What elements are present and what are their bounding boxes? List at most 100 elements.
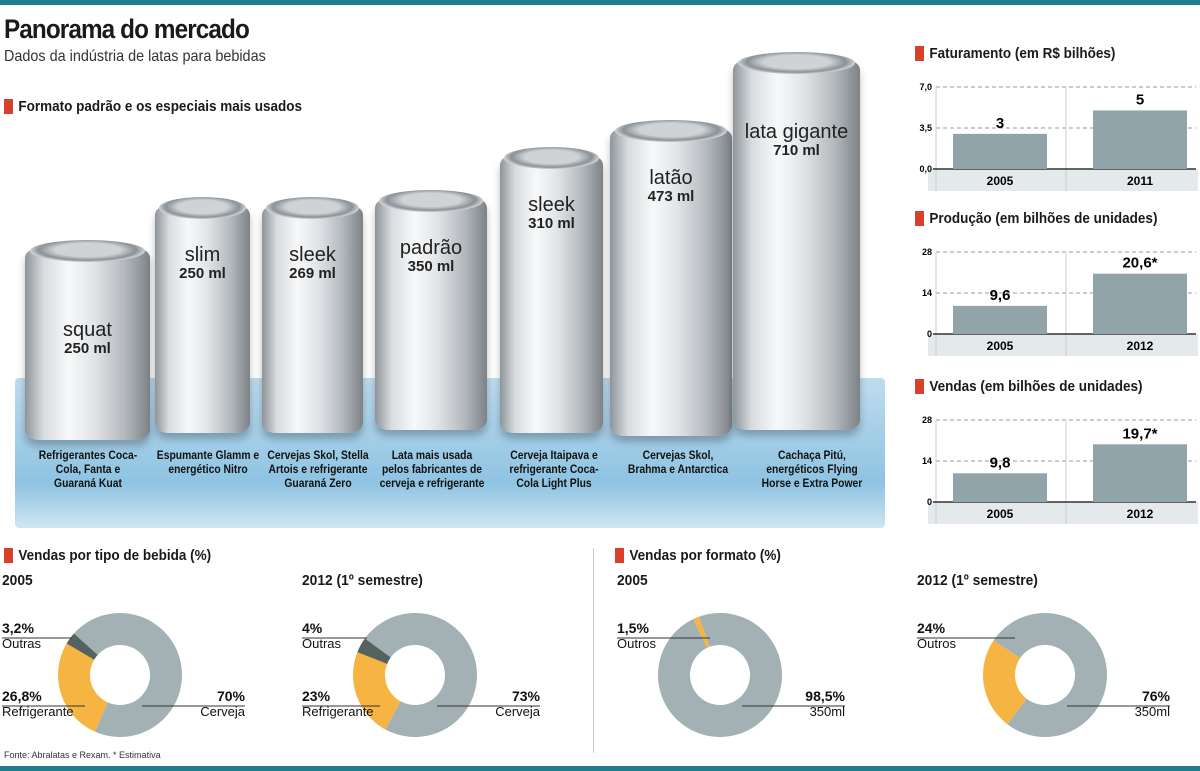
y-tick-label: 14 [922, 456, 932, 466]
can-label: slim 250 ml [155, 245, 250, 282]
bar-chart: 0,0 3,5 7,0 3 2005 5 2011 [919, 82, 1198, 191]
slice-name: Outras [302, 636, 342, 651]
can-volume: 310 ml [528, 215, 575, 232]
source-note: Fonte: Abralatas e Rexam. * Estimativa [4, 750, 161, 760]
slice-value: 26,8% [2, 688, 42, 704]
bottom-bar [0, 766, 1200, 771]
can-volume: 710 ml [773, 142, 820, 159]
bar-chart: 0 14 28 9,6 2005 20,6* 2012 [922, 247, 1198, 356]
can-5: latão 473 ml [610, 120, 732, 436]
x-tick-label: 2011 [1127, 174, 1153, 188]
can-3: padrão 350 ml [375, 190, 487, 430]
can-use-text: Cerveja Itaipava e refrigerante Coca-Col… [509, 450, 599, 490]
y-tick-label: 7,0 [919, 82, 932, 92]
section-marker-icon [915, 379, 924, 394]
bar [1093, 444, 1187, 502]
x-tick-label: 2005 [987, 174, 1014, 188]
slice-value: 98,5% [805, 688, 845, 704]
x-tick-label: 2005 [987, 339, 1014, 353]
slice-value: 23% [302, 688, 331, 704]
can-lid [30, 240, 145, 262]
bar-chart: 0 14 28 9,8 2005 19,7* 2012 [922, 415, 1198, 524]
can-2: sleek 269 ml [262, 197, 363, 433]
can-0: squat 250 ml [25, 240, 150, 440]
section-marker-icon [4, 548, 13, 563]
can-label: padrão 350 ml [375, 238, 487, 275]
pie-title: 2012 (1º semestre) [302, 572, 423, 589]
slice-label: 3,2% Outras [2, 620, 82, 651]
bar [953, 305, 1047, 334]
can-use-text: Espumante Glamm e energético Nitro [156, 450, 260, 476]
section-marker-icon [915, 211, 924, 226]
can-label: latão 473 ml [610, 168, 732, 205]
section-marker-icon [915, 46, 924, 61]
can-lid [266, 197, 359, 219]
slice-value: 24% [917, 620, 946, 636]
slice-label: 4% Outras [302, 620, 382, 651]
slice-name: Cerveja [200, 704, 245, 719]
can-use-text: Cachaça Pitú, energéticos Flying Horse e… [761, 450, 863, 490]
can-name: sleek [289, 244, 336, 266]
slice-label: 73% Cerveja [460, 688, 540, 719]
bar-value-label: 9,6 [990, 287, 1011, 304]
can-use-text: Cervejas Skol, Stella Artois e refrigera… [267, 450, 369, 490]
bar [1093, 110, 1187, 169]
y-tick-label: 28 [922, 247, 932, 257]
section-marker-icon [615, 548, 624, 563]
can-label: squat 250 ml [25, 320, 150, 357]
can-6: lata gigante 710 ml [733, 52, 860, 430]
can-label: sleek 269 ml [262, 245, 363, 282]
can-volume: 250 ml [179, 265, 226, 282]
can-lid [158, 197, 247, 219]
can-name: squat [63, 319, 112, 341]
bar-value-label: 20,6* [1122, 255, 1157, 272]
bar-chart-title: Produção (em bilhões de unidades) [915, 210, 1157, 227]
pie-title: 2005 [617, 572, 648, 589]
can-volume: 250 ml [64, 340, 111, 357]
pie-title: 2005 [2, 572, 33, 589]
can-use-text: Refrigerantes Coca-Cola, Fanta e Guaraná… [38, 450, 138, 490]
can-name: latão [649, 167, 693, 189]
donut-slice [982, 640, 1027, 725]
slice-value: 73% [511, 688, 540, 704]
can-name: slim [184, 244, 221, 266]
bar-value-label: 9,8 [990, 454, 1011, 471]
slice-name: Outros [617, 636, 657, 651]
bar [1093, 273, 1187, 334]
slice-label: 70% Cerveja [165, 688, 245, 719]
slice-label: 98,5% 350ml [765, 688, 845, 719]
can-4: sleek 310 ml [500, 147, 603, 433]
bar [953, 473, 1047, 502]
bar-value-label: 19,7* [1122, 425, 1157, 442]
bar-chart-title: Faturamento (em R$ bilhões) [915, 45, 1115, 62]
page-subtitle: Dados da indústria de latas para bebidas [4, 48, 266, 65]
can-lid [504, 147, 599, 169]
can-use-text: Lata mais usada pelos fabricantes de cer… [379, 450, 485, 490]
divider [593, 548, 594, 753]
x-tick-label: 2012 [1127, 507, 1154, 521]
x-tick-label: 2012 [1127, 339, 1154, 353]
y-tick-label: 28 [922, 415, 932, 425]
y-tick-label: 0 [927, 497, 932, 507]
section-marker-icon [4, 99, 13, 114]
slice-name: 350ml [1134, 704, 1170, 719]
slice-label: 23% Refrigerante [302, 688, 382, 719]
slice-value: 3,2% [2, 620, 34, 636]
slice-value: 76% [1141, 688, 1170, 704]
cans-section-title: Formato padrão e os especiais mais usado… [4, 98, 302, 115]
y-tick-label: 0,0 [919, 164, 932, 174]
can-name: lata gigante [744, 121, 849, 143]
can-lid [614, 120, 728, 142]
bar [953, 133, 1047, 169]
bar-chart-title: Vendas (em bilhões de unidades) [915, 378, 1142, 395]
can-use-text: Cervejas Skol, Brahma e Antarctica [627, 450, 729, 476]
slice-value: 4% [302, 620, 323, 636]
slice-name: Outras [2, 636, 42, 651]
can-name: padrão [399, 237, 463, 259]
slice-name: 350ml [809, 704, 845, 719]
can-volume: 269 ml [289, 265, 336, 282]
y-tick-label: 14 [922, 288, 932, 298]
slice-name: Cerveja [495, 704, 540, 719]
x-tick-label: 2005 [987, 507, 1014, 521]
slice-label: 26,8% Refrigerante [2, 688, 82, 719]
